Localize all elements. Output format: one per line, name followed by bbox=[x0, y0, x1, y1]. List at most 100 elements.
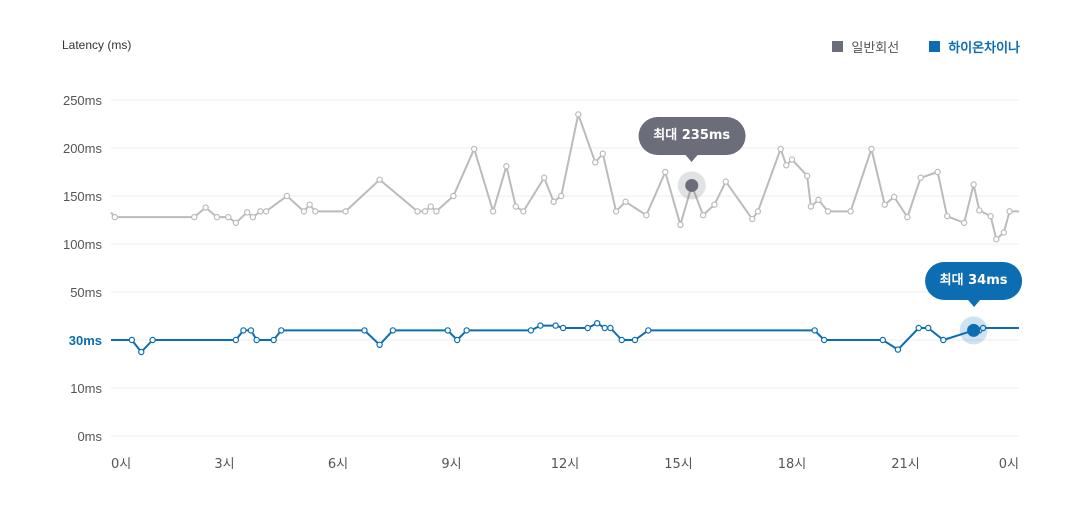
data-point bbox=[879, 336, 887, 344]
data-point bbox=[202, 204, 209, 211]
x-tick-label: 0시 bbox=[111, 457, 131, 472]
x-tick-label: 12시 bbox=[551, 457, 580, 472]
data-point bbox=[111, 213, 118, 221]
data-point bbox=[306, 201, 313, 208]
series-line-0 bbox=[110, 113, 1019, 241]
x-tick-label: 0시 bbox=[999, 457, 1019, 472]
x-tick-label: 9시 bbox=[441, 457, 461, 472]
data-point bbox=[433, 208, 440, 215]
data-point bbox=[540, 174, 548, 181]
legend-item-general[interactable]: 일반회선 bbox=[832, 37, 899, 56]
y-tick-label: 250ms bbox=[63, 93, 103, 108]
y-tick-label: 10ms bbox=[70, 381, 102, 396]
x-tick-label: 6시 bbox=[328, 457, 348, 472]
data-point bbox=[993, 235, 1000, 243]
data-point bbox=[389, 327, 397, 334]
data-point bbox=[247, 327, 255, 334]
data-point bbox=[881, 201, 888, 208]
data-point bbox=[622, 198, 629, 205]
data-point bbox=[149, 336, 156, 344]
data-point bbox=[815, 196, 822, 204]
data-point bbox=[527, 327, 535, 334]
data-point bbox=[427, 203, 434, 210]
data-point bbox=[503, 163, 510, 170]
data-point bbox=[803, 172, 811, 180]
y-tick-label: 150ms bbox=[63, 189, 103, 204]
max-tooltip-hion: 최대 34ms bbox=[924, 262, 1023, 308]
x-tick-label: 18시 bbox=[778, 457, 807, 472]
data-point bbox=[1006, 208, 1013, 215]
data-point bbox=[960, 219, 968, 227]
x-tick-label: 15시 bbox=[664, 457, 693, 472]
data-point bbox=[820, 336, 828, 344]
data-point bbox=[257, 208, 264, 215]
data-point bbox=[894, 346, 902, 353]
data-point bbox=[645, 327, 652, 334]
data-point bbox=[191, 213, 198, 221]
data-point bbox=[520, 208, 527, 215]
data-point bbox=[643, 211, 650, 219]
data-point bbox=[979, 324, 987, 332]
data-point bbox=[450, 192, 457, 200]
data-point bbox=[537, 322, 544, 329]
data-point bbox=[943, 212, 951, 220]
data-point bbox=[453, 336, 461, 344]
data-point bbox=[904, 213, 911, 221]
data-point bbox=[414, 208, 421, 215]
data-point bbox=[824, 208, 832, 215]
data-point bbox=[925, 324, 932, 332]
data-point bbox=[225, 213, 232, 221]
data-point bbox=[559, 324, 567, 332]
data-point bbox=[917, 174, 924, 181]
data-point bbox=[262, 208, 270, 215]
data-point bbox=[677, 221, 684, 228]
data-point bbox=[788, 156, 796, 163]
legend-item-hion[interactable]: 하이온차이나 bbox=[929, 37, 1020, 56]
data-point bbox=[592, 159, 599, 166]
legend-swatch-hion bbox=[929, 41, 941, 52]
data-point bbox=[699, 211, 707, 219]
data-point bbox=[777, 145, 784, 153]
data-point bbox=[283, 192, 291, 200]
data-point bbox=[278, 327, 285, 334]
data-point bbox=[342, 208, 349, 215]
data-point bbox=[376, 341, 383, 348]
legend-label-general: 일반회선 bbox=[851, 41, 900, 56]
x-tick-label: 3시 bbox=[214, 457, 234, 472]
data-point bbox=[631, 336, 639, 344]
data-point bbox=[243, 209, 251, 216]
data-point bbox=[607, 324, 614, 332]
data-point bbox=[584, 324, 591, 332]
data-point bbox=[601, 324, 608, 332]
data-point bbox=[722, 178, 729, 185]
data-point bbox=[612, 208, 620, 215]
y-tick-label: 0ms bbox=[77, 429, 102, 444]
data-point bbox=[783, 162, 790, 169]
data-point bbox=[128, 336, 136, 344]
y-tick-label: 30ms bbox=[69, 333, 102, 348]
data-point bbox=[749, 215, 756, 223]
data-point bbox=[361, 327, 368, 334]
data-point bbox=[550, 198, 557, 205]
max-point bbox=[685, 178, 699, 192]
data-point bbox=[270, 336, 277, 344]
data-point bbox=[970, 181, 977, 188]
y-tick-label: 200ms bbox=[63, 141, 103, 156]
data-point bbox=[711, 201, 718, 208]
data-point bbox=[138, 348, 145, 356]
data-point bbox=[575, 111, 582, 118]
max-point bbox=[967, 323, 981, 337]
data-point bbox=[240, 327, 247, 334]
data-point bbox=[253, 336, 260, 344]
data-point bbox=[300, 208, 308, 215]
data-point bbox=[552, 322, 559, 329]
data-point bbox=[312, 208, 319, 215]
data-point bbox=[754, 208, 762, 215]
data-point bbox=[811, 327, 818, 334]
data-point bbox=[444, 327, 451, 334]
data-point bbox=[662, 168, 669, 176]
data-point bbox=[599, 150, 607, 157]
y-tick-label: 50ms bbox=[70, 285, 102, 300]
data-point bbox=[558, 192, 565, 200]
